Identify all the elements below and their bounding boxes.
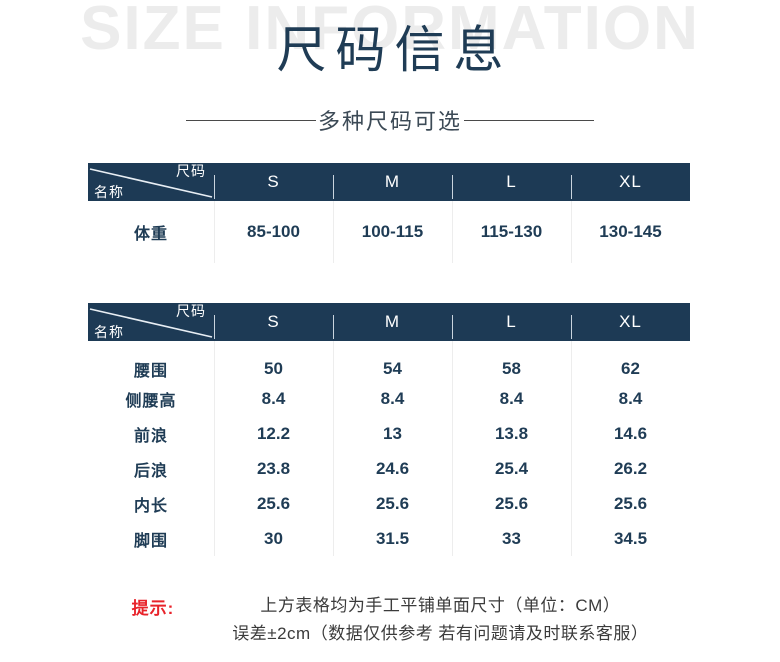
measurement-table-body: 腰围 50 54 58 62 侧腰高 8.4 8.4 8.4 8.4 前浪 12…: [88, 341, 690, 556]
corner-header-cell: 尺码 名称: [88, 163, 214, 201]
row-label-waist: 腰围: [133, 363, 168, 380]
cell-back-rise-s: 23.8: [214, 451, 333, 486]
column-header-s: S: [214, 303, 333, 341]
cell-leg-opening-xl: 34.5: [571, 521, 690, 556]
diagonal-split-icon: [89, 308, 213, 338]
weight-table-head: 尺码 名称 S M L XL: [88, 163, 690, 201]
column-header-s: S: [214, 163, 333, 201]
cell-back-rise-m: 24.6: [333, 451, 452, 486]
table-row: 内长 25.6 25.6 25.6 25.6: [88, 486, 690, 521]
subtitle-row: 多种尺码可选: [0, 104, 780, 136]
cell-weight-xl: 130-145: [571, 201, 690, 263]
cell-waist-s: 50: [214, 341, 333, 381]
table-row: 前浪 12.2 13 13.8 14.6: [88, 416, 690, 451]
cell-back-rise-xl: 26.2: [571, 451, 690, 486]
corner-name-label: 名称: [94, 323, 124, 340]
cell-front-rise-s: 12.2: [214, 416, 333, 451]
row-label-back-rise: 后浪: [133, 462, 168, 480]
row-label-inseam: 内长: [133, 497, 168, 515]
cell-inseam-l: 25.6: [452, 486, 571, 521]
note-line-1: 上方表格均为手工平铺单面尺寸（单位：CM）: [260, 596, 621, 615]
column-header-m: M: [333, 163, 452, 201]
cell-side-rise-l: 8.4: [452, 381, 571, 416]
row-label-side-rise: 侧腰高: [125, 392, 177, 410]
corner-size-label: 尺码: [176, 163, 206, 179]
table-row: 腰围 50 54 58 62: [88, 341, 690, 381]
cell-back-rise-l: 25.4: [452, 451, 571, 486]
measurement-table: 尺码 名称 S M L XL 腰围 50 54 58 62 侧腰高 8.4: [88, 303, 690, 556]
row-label-weight: 体重: [133, 226, 168, 243]
table-row: 脚围 30 31.5 33 34.5: [88, 521, 690, 556]
cell-weight-m: 100-115: [333, 201, 452, 263]
cell-weight-s: 85-100: [214, 201, 333, 263]
footer-note: 提示: 上方表格均为手工平铺单面尺寸（单位：CM） 误差±2cm（数据仅供参考 …: [0, 592, 780, 648]
cell-inseam-xl: 25.6: [571, 486, 690, 521]
cell-front-rise-xl: 14.6: [571, 416, 690, 451]
subtitle-divider-left: [185, 119, 316, 121]
measurement-table-head: 尺码 名称 S M L XL: [88, 303, 690, 341]
page-title: 尺码信息: [276, 22, 513, 78]
cell-inseam-m: 25.6: [333, 486, 452, 521]
note-label: 提示:: [131, 599, 175, 618]
cell-side-rise-s: 8.4: [214, 381, 333, 416]
weight-table-body: 体重 85-100 100-115 115-130 130-145: [88, 201, 690, 263]
column-header-l: L: [452, 163, 571, 201]
cell-inseam-s: 25.6: [214, 486, 333, 521]
cell-leg-opening-m: 31.5: [333, 521, 452, 556]
page-subtitle: 多种尺码可选: [317, 109, 462, 134]
weight-table: 尺码 名称 S M L XL 体重 85-100 100-115 115-130…: [88, 163, 690, 263]
weight-table-container: 尺码 名称 S M L XL 体重 85-100 100-115 115-130…: [88, 163, 690, 263]
corner-name-label: 名称: [94, 183, 124, 200]
row-label-front-rise: 前浪: [133, 427, 168, 445]
cell-side-rise-m: 8.4: [333, 381, 452, 416]
note-text-block: 上方表格均为手工平铺单面尺寸（单位：CM） 误差±2cm（数据仅供参考 若有问题…: [232, 592, 648, 648]
page-header: SIZE INFORMATION 尺码信息 多种尺码可选: [0, 0, 780, 150]
column-header-l: L: [452, 303, 571, 341]
corner-size-label: 尺码: [176, 303, 206, 319]
column-header-xl: XL: [571, 163, 690, 201]
table-header-row: 尺码 名称 S M L XL: [88, 163, 690, 201]
measurement-table-container: 尺码 名称 S M L XL 腰围 50 54 58 62 侧腰高 8.4: [88, 303, 690, 556]
table-header-row: 尺码 名称 S M L XL: [88, 303, 690, 341]
diagonal-split-icon: [89, 168, 213, 198]
subtitle-divider-right: [464, 119, 594, 121]
cell-waist-l: 58: [452, 341, 571, 381]
cell-weight-l: 115-130: [452, 201, 571, 263]
cell-front-rise-l: 13.8: [452, 416, 571, 451]
table-row: 侧腰高 8.4 8.4 8.4 8.4: [88, 381, 690, 416]
table-row: 后浪 23.8 24.6 25.4 26.2: [88, 451, 690, 486]
cell-waist-xl: 62: [571, 341, 690, 381]
cell-leg-opening-s: 30: [214, 521, 333, 556]
watermark-text: SIZE INFORMATION: [80, 0, 700, 63]
column-header-xl: XL: [571, 303, 690, 341]
note-line-2: 误差±2cm（数据仅供参考 若有问题请及时联系客服）: [232, 624, 649, 644]
corner-header-cell: 尺码 名称: [88, 303, 214, 341]
cell-waist-m: 54: [333, 341, 452, 381]
table-row: 体重 85-100 100-115 115-130 130-145: [88, 201, 690, 263]
column-header-m: M: [333, 303, 452, 341]
cell-front-rise-m: 13: [333, 416, 452, 451]
row-label-leg-opening: 脚围: [133, 532, 168, 550]
cell-leg-opening-l: 33: [452, 521, 571, 556]
cell-side-rise-xl: 8.4: [571, 381, 690, 416]
